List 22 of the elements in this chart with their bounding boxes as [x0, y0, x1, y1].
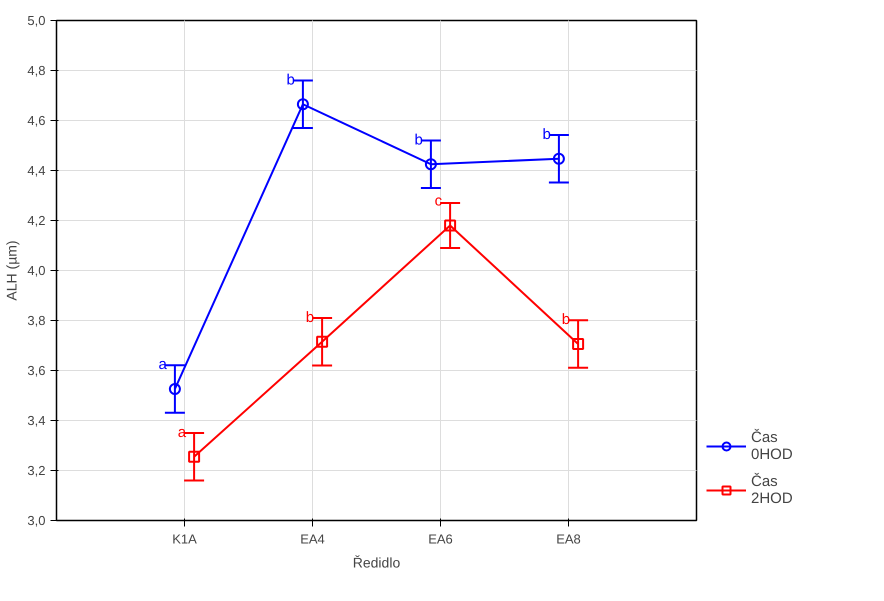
data-label: a: [158, 356, 168, 373]
y-tick-label: 4,6: [27, 113, 46, 128]
y-tick-label: 4,8: [27, 63, 46, 78]
y-tick-label: 4,4: [27, 163, 46, 178]
legend-label: Čas 0HOD: [751, 428, 793, 465]
y-tick-label: 3,0: [27, 513, 46, 528]
y-tick-label: 4,2: [27, 213, 46, 228]
x-tick-label: EA8: [556, 532, 581, 546]
x-tick-label: EA6: [428, 532, 453, 546]
y-axis-title: ALH (µm): [3, 240, 20, 301]
y-tick-label: 4,0: [27, 263, 46, 278]
data-label: b: [562, 311, 570, 328]
data-label: a: [178, 424, 187, 441]
x-tick-label: K1A: [172, 532, 198, 546]
y-tick-label: 3,2: [27, 463, 46, 478]
y-tick-label: 3,8: [27, 313, 46, 328]
y-tick-label: 3,6: [27, 363, 46, 378]
legend-label: Čas 2HOD: [751, 472, 793, 509]
x-tick-label: EA4: [300, 532, 325, 546]
x-axis-title: Ředidlo: [352, 554, 400, 570]
y-tick-label: 5,0: [27, 13, 46, 28]
y-tick-label: 3,4: [27, 413, 46, 428]
